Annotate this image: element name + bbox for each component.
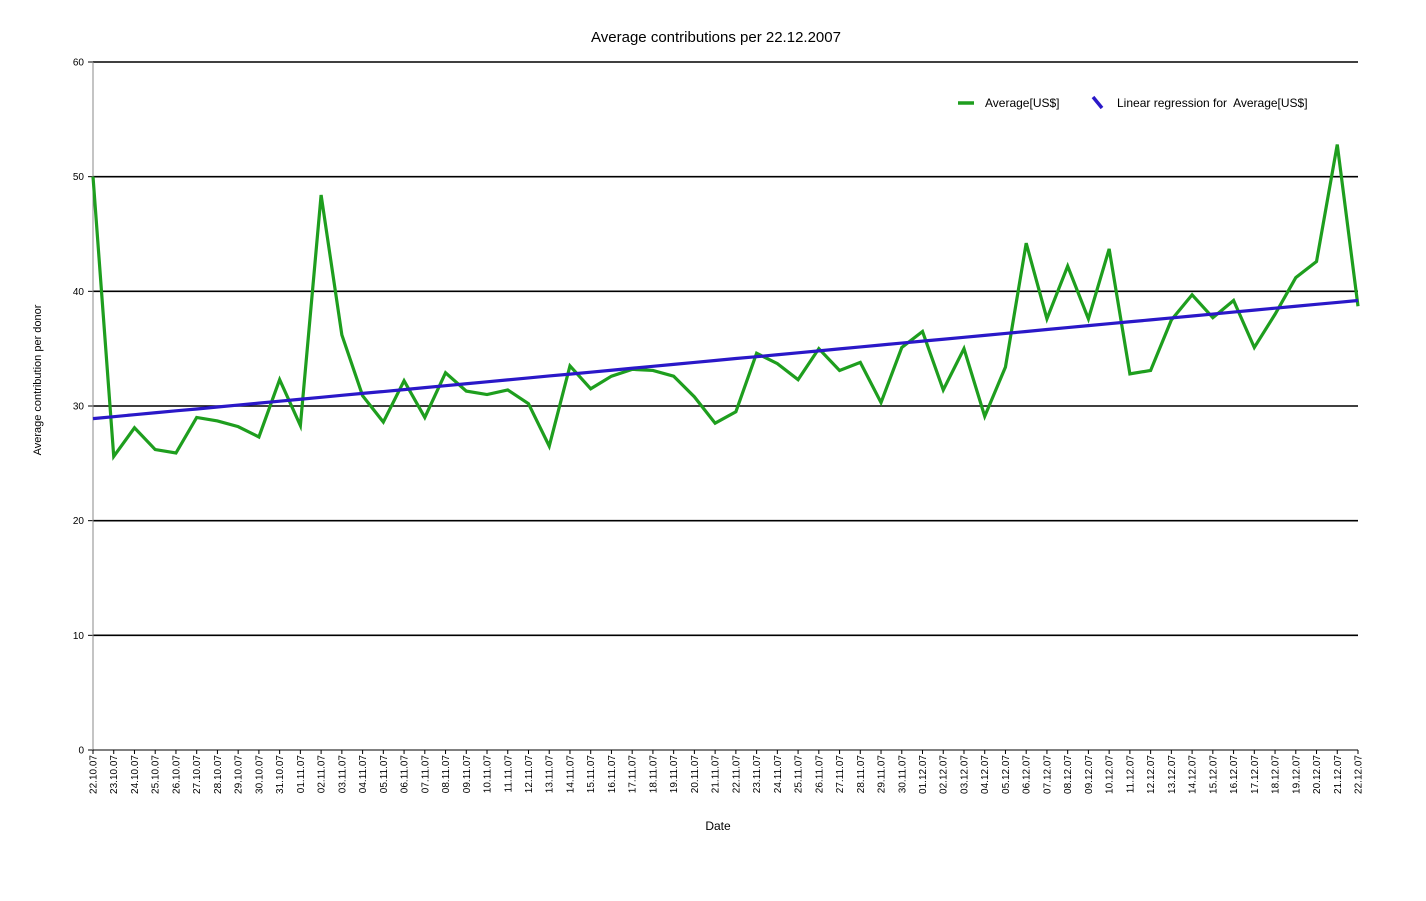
- x-tick-label: 26.10.07: [171, 755, 182, 794]
- data-line: [92, 298, 1359, 421]
- x-tick-label: 17.12.07: [1250, 755, 1261, 794]
- x-tick-label: 12.12.07: [1146, 755, 1157, 794]
- x-tick-label: 13.12.07: [1167, 755, 1178, 794]
- x-tick-label: 16.12.07: [1229, 755, 1240, 794]
- x-tick-label: 29.11.07: [877, 755, 888, 794]
- x-tick-label: 17.11.07: [628, 755, 639, 794]
- x-tick-label: 20.11.07: [690, 755, 701, 794]
- x-tick-label: 10.11.07: [483, 755, 494, 794]
- x-tick-label: 06.12.07: [1022, 755, 1033, 794]
- x-tick-label: 29.10.07: [234, 755, 245, 794]
- x-tick-label: 14.12.07: [1188, 755, 1199, 794]
- x-tick-label: 22.12.07: [1354, 755, 1365, 794]
- x-tick-label: 28.10.07: [213, 755, 224, 794]
- x-tick-label: 03.12.07: [959, 755, 970, 794]
- x-tick-label: 28.11.07: [856, 755, 867, 794]
- x-tick-label: 31.10.07: [275, 755, 286, 794]
- x-tick-label: 03.11.07: [337, 755, 348, 794]
- x-tick-label: 16.11.07: [607, 755, 618, 794]
- x-tick-label: 04.11.07: [358, 755, 369, 794]
- x-tick-label: 06.11.07: [400, 755, 411, 794]
- x-tick-label: 25.10.07: [151, 755, 162, 794]
- y-tick-label: 60: [73, 58, 85, 69]
- x-tick-label: 08.11.07: [441, 755, 452, 794]
- x-tick-label: 24.11.07: [773, 755, 784, 794]
- x-tick-label: 05.11.07: [379, 755, 390, 794]
- x-tick-label: 22.10.07: [89, 755, 100, 794]
- x-tick-label: 15.11.07: [586, 755, 597, 794]
- x-tick-label: 18.12.07: [1271, 755, 1282, 794]
- x-axis-title: Date: [705, 819, 731, 833]
- x-tick-label: 24.10.07: [130, 755, 141, 794]
- x-tick-label: 18.11.07: [648, 755, 659, 794]
- x-tick-label: 19.12.07: [1291, 755, 1302, 794]
- x-tick-label: 21.11.07: [711, 755, 722, 794]
- legend-label: Linear regression for Average[US$]: [1117, 96, 1308, 110]
- x-tick-label: 27.10.07: [192, 755, 203, 794]
- x-tick-label: 11.12.07: [1125, 755, 1136, 794]
- y-tick-label: 20: [73, 516, 85, 527]
- x-tick-label: 07.11.07: [420, 755, 431, 794]
- x-tick-label: 14.11.07: [565, 755, 576, 794]
- y-tick-label: 50: [73, 172, 85, 183]
- x-tick-label: 11.11.07: [503, 755, 514, 793]
- x-tick-label: 10.12.07: [1105, 755, 1116, 794]
- x-tick-label: 05.12.07: [1001, 755, 1012, 794]
- x-tick-label: 22.11.07: [731, 755, 742, 794]
- x-tick-label: 19.11.07: [669, 755, 680, 794]
- x-tick-label: 09.11.07: [462, 755, 473, 794]
- legend-label: Average[US$]: [985, 96, 1060, 110]
- x-tick-label: 04.12.07: [980, 755, 991, 794]
- y-tick-label: 10: [73, 631, 85, 642]
- chart-title: Average contributions per 22.12.2007: [591, 29, 841, 46]
- x-tick-label: 02.11.07: [317, 755, 328, 794]
- y-tick-label: 0: [78, 746, 84, 757]
- x-tick-label: 01.12.07: [918, 755, 929, 794]
- x-tick-label: 30.11.07: [897, 755, 908, 794]
- x-tick-label: 07.12.07: [1042, 755, 1053, 794]
- x-tick-label: 13.11.07: [545, 755, 556, 794]
- x-tick-label: 23.11.07: [752, 755, 763, 794]
- x-tick-label: 27.11.07: [835, 755, 846, 794]
- legend-swatch: [1091, 95, 1104, 110]
- x-tick-label: 15.12.07: [1208, 755, 1219, 794]
- y-tick-label: 30: [73, 402, 85, 413]
- x-tick-label: 26.11.07: [814, 755, 825, 794]
- x-tick-label: 23.10.07: [109, 755, 120, 794]
- x-tick-label: 30.10.07: [254, 755, 265, 794]
- data-line: [91, 144, 1360, 461]
- x-tick-label: 09.12.07: [1084, 755, 1095, 794]
- y-axis-title: Average contribution per donor: [32, 304, 44, 455]
- x-tick-label: 08.12.07: [1063, 755, 1074, 794]
- x-tick-label: 12.11.07: [524, 755, 535, 794]
- x-tick-label: 01.11.07: [296, 755, 307, 794]
- x-tick-label: 25.11.07: [794, 755, 805, 794]
- x-tick-label: 02.12.07: [939, 755, 950, 794]
- y-tick-label: 40: [73, 287, 85, 298]
- x-tick-label: 20.12.07: [1312, 755, 1323, 794]
- x-tick-label: 21.12.07: [1333, 755, 1344, 794]
